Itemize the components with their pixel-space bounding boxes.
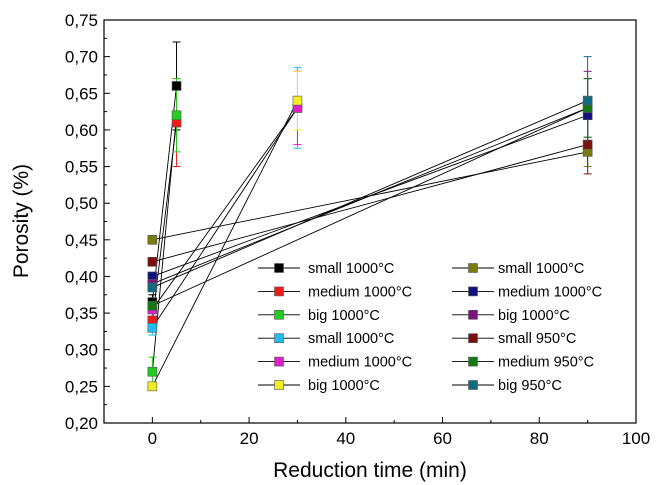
legend-marker (468, 286, 478, 297)
data-markers (147, 81, 593, 392)
legend-label: big 1000°C (498, 308, 570, 324)
legend-label: medium 950°C (498, 355, 594, 371)
y-tick-label: 0,20 (65, 414, 98, 433)
legend-marker (274, 380, 284, 390)
series-line (151, 107, 298, 310)
y-tick-label: 0,50 (65, 194, 98, 213)
legend-label: medium 1000°C (308, 355, 412, 371)
legend-label: small 1000°C (308, 331, 394, 347)
x-tick-label: 100 (622, 429, 650, 448)
legend-marker (468, 309, 478, 320)
y-axis-label: Porosity (%) (10, 164, 33, 278)
y-tick-label: 0,70 (65, 48, 98, 67)
legend-label: small 1000°C (498, 261, 584, 277)
x-tick-label: 0 (148, 429, 157, 448)
series-line (152, 107, 588, 307)
legend-label: small 1000°C (308, 261, 394, 277)
data-point (582, 139, 593, 150)
data-point (171, 110, 182, 121)
series-line (152, 144, 588, 263)
legend-label: small 950°C (498, 331, 576, 347)
data-point (582, 95, 593, 106)
legend-label: medium 1000°C (308, 284, 412, 300)
legend-marker (274, 263, 284, 273)
legend-label: medium 1000°C (498, 284, 602, 300)
series-lines (151, 85, 588, 387)
y-tick-label: 0,55 (65, 158, 98, 177)
y-tick-label: 0,45 (65, 231, 98, 250)
x-tick-label: 60 (433, 429, 452, 448)
data-point (147, 366, 158, 377)
y-tick-label: 0,40 (65, 267, 98, 286)
legend-label: big 1000°C (308, 378, 380, 394)
legend-marker (468, 333, 478, 344)
x-tick-label: 20 (240, 429, 259, 448)
y-tick-label: 0,75 (65, 11, 98, 30)
series-line (151, 107, 298, 328)
series-line (152, 100, 588, 288)
series-line (151, 100, 298, 387)
data-point (147, 322, 158, 333)
legend-label: big 950°C (498, 378, 562, 394)
legend-marker (468, 380, 478, 390)
legend-marker (274, 333, 284, 344)
data-point (147, 381, 158, 392)
series-line (152, 107, 588, 285)
x-axis-label: Reduction time (min) (273, 459, 467, 482)
y-tick-label: 0,65 (65, 84, 98, 103)
legend-marker (274, 286, 284, 297)
data-point (147, 235, 158, 245)
y-tick-label: 0,35 (65, 304, 98, 323)
y-tick-label: 0,60 (65, 121, 98, 140)
x-tick-label: 80 (530, 429, 549, 448)
legend-label: big 1000°C (308, 308, 380, 324)
legend-marker (468, 263, 478, 273)
data-point (147, 300, 158, 311)
y-tick-label: 0,25 (65, 377, 98, 396)
y-tick-label: 0,30 (65, 341, 98, 360)
legend-marker (274, 309, 284, 320)
x-tick-label: 40 (336, 429, 355, 448)
data-point (171, 81, 182, 91)
axis-ticks: 0 20 40 60 80 100 0,20 0,25 0,30 0,35 0,40 0,45 0,50… (65, 11, 650, 448)
data-point (292, 95, 303, 106)
data-point (147, 256, 158, 267)
legend-marker (468, 356, 478, 367)
legend-marker (274, 356, 284, 367)
legend: small 1000°C medium 1000°C big 1000°C small… (258, 261, 602, 394)
data-point (147, 282, 158, 293)
